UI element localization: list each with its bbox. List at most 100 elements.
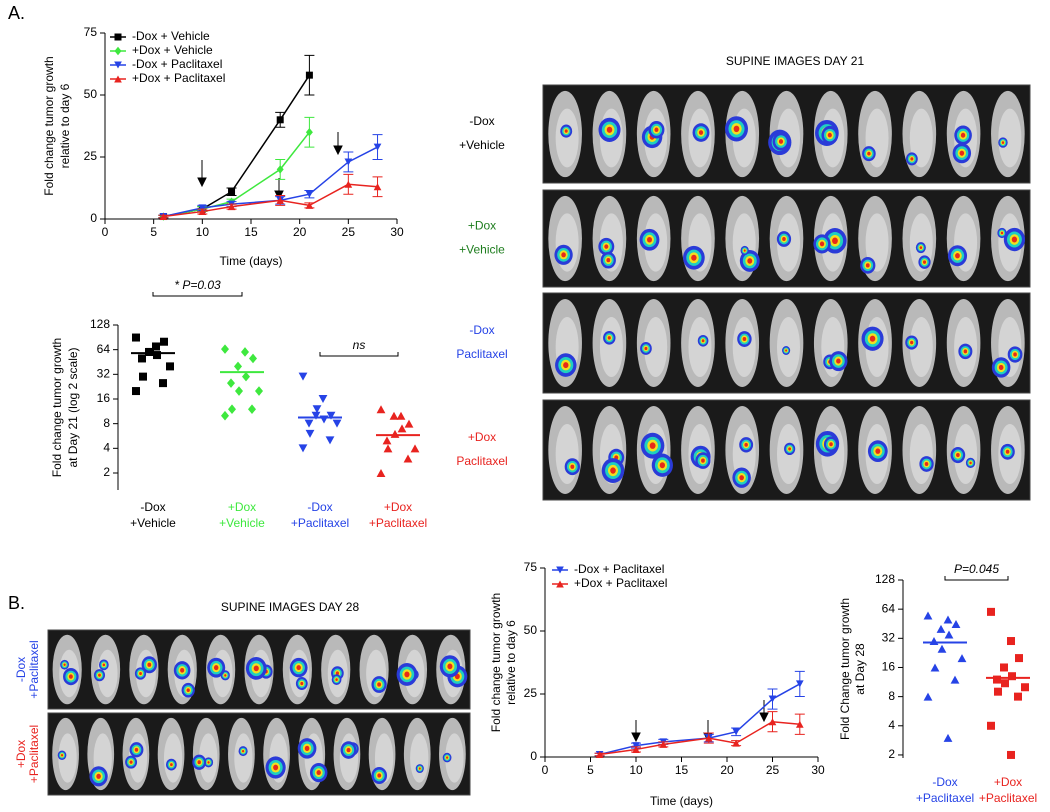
data-point <box>930 663 940 672</box>
signal <box>134 747 139 752</box>
x-tick-label: 30 <box>390 225 404 239</box>
signal <box>335 678 338 682</box>
signal <box>867 151 871 156</box>
bracket <box>152 292 243 297</box>
x-tick-label: 0 <box>102 225 109 239</box>
category-label: +Vehicle <box>219 516 265 530</box>
y-tick-label: 8 <box>103 416 110 430</box>
legend-marker <box>114 61 122 69</box>
signal <box>98 673 101 677</box>
legend-label: +Dox + Paclitaxel <box>574 576 667 590</box>
category-label: +Dox <box>228 500 256 514</box>
y-axis-label: Fold change tumor growth <box>489 593 503 732</box>
signal <box>654 127 659 132</box>
data-point <box>390 429 400 438</box>
data-point <box>382 436 392 445</box>
data-point <box>795 720 804 728</box>
signal <box>778 139 784 144</box>
signal <box>418 767 421 770</box>
y-axis-label: Fold Change tumor growth <box>838 598 852 740</box>
data-point <box>318 394 328 403</box>
data-point <box>923 692 933 701</box>
y-tick-label: 64 <box>97 342 111 356</box>
signal <box>139 671 142 676</box>
data-point <box>929 637 939 646</box>
legend-marker <box>114 33 122 41</box>
data-point <box>166 362 174 371</box>
data-point <box>326 411 336 420</box>
signal <box>377 682 382 687</box>
signal <box>659 462 666 469</box>
signal <box>1011 236 1018 243</box>
y-tick-label: 25 <box>84 149 98 163</box>
data-point <box>159 213 168 221</box>
image-title: SUPINE IMAGES DAY 21 <box>726 54 865 68</box>
x-tick-label: 10 <box>196 225 210 239</box>
data-point <box>227 378 235 388</box>
signal <box>865 263 870 268</box>
y-tick-label: 32 <box>882 630 896 644</box>
legend-label: -Dox + Vehicle <box>132 29 210 43</box>
data-point <box>937 644 947 653</box>
mouse-shade <box>909 424 933 484</box>
data-point <box>1014 692 1022 701</box>
mouse-shade <box>865 213 889 272</box>
signal <box>922 260 927 264</box>
data-point <box>298 372 308 381</box>
signal <box>129 760 133 764</box>
row-label: Paclitaxel <box>456 454 507 468</box>
category-label: +Paclitaxel <box>979 791 1037 805</box>
signal <box>1013 352 1017 357</box>
category-label: -Dox <box>140 500 165 514</box>
signal <box>213 665 219 671</box>
mouse-shade <box>909 317 933 377</box>
x-tick-label: 20 <box>720 763 734 777</box>
signal <box>956 452 960 458</box>
row-label: -Dox <box>469 114 494 128</box>
signal <box>346 747 351 753</box>
x-tick-label: 10 <box>629 763 643 777</box>
data-point <box>943 733 953 742</box>
x-axis-label: Time (days) <box>220 254 283 268</box>
data-point <box>132 333 140 342</box>
y-tick-label: 128 <box>90 317 110 331</box>
signal <box>959 150 965 156</box>
data-point <box>1021 683 1029 692</box>
series-line <box>163 146 378 218</box>
signal <box>60 754 64 757</box>
data-point <box>950 675 960 684</box>
signal <box>698 130 704 135</box>
image-title: SUPINE IMAGES DAY 28 <box>221 600 360 614</box>
signal <box>869 335 876 342</box>
legend-marker <box>556 580 564 588</box>
signal <box>910 157 914 161</box>
row-label: +Dox <box>468 430 496 444</box>
data-point <box>944 630 954 639</box>
signal <box>644 346 648 351</box>
y-axis-label: Fold change tumor growth <box>42 56 56 195</box>
row-label: +Paclitaxel <box>27 640 41 698</box>
mouse-shade <box>58 733 77 783</box>
signal <box>910 340 914 345</box>
signal <box>564 129 568 133</box>
data-point <box>396 411 406 420</box>
data-point <box>376 468 386 477</box>
signal <box>691 254 697 261</box>
data-point <box>228 404 236 415</box>
signal <box>782 237 786 242</box>
data-point <box>993 675 1001 684</box>
row-label: Paclitaxel <box>456 347 507 361</box>
data-point <box>138 354 146 363</box>
signal <box>649 442 656 449</box>
data-point <box>632 745 640 753</box>
data-point <box>1000 663 1008 672</box>
mouse-shade <box>644 317 668 377</box>
signal <box>300 681 304 686</box>
x-tick-label: 0 <box>542 763 549 777</box>
y-axis-label: at Day 21 (log 2 scale) <box>66 347 80 467</box>
signal <box>743 249 746 252</box>
data-point <box>305 201 314 209</box>
mouse-shade <box>688 317 712 377</box>
signal <box>273 764 279 771</box>
data-point <box>410 444 420 453</box>
